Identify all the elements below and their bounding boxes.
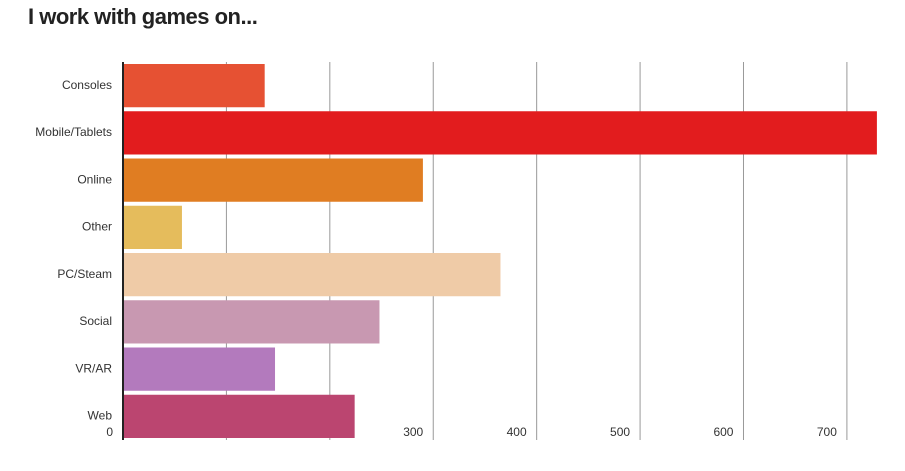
y-tick-label: Mobile/Tablets xyxy=(35,125,112,139)
y-tick-label: PC/Steam xyxy=(57,267,112,281)
y-tick-label: Web xyxy=(88,409,113,423)
bar xyxy=(123,205,182,249)
bar xyxy=(123,394,355,438)
bar xyxy=(123,300,380,344)
y-tick-label: Other xyxy=(82,220,112,234)
bar xyxy=(123,347,276,391)
y-tick-label: VR/AR xyxy=(75,361,112,375)
bar xyxy=(123,158,423,202)
x-tick-label: 600 xyxy=(713,425,733,439)
y-tick-label: Online xyxy=(77,172,112,186)
bar xyxy=(123,64,265,108)
x-tick-label: 500 xyxy=(610,425,630,439)
x-tick-label: 300 xyxy=(403,425,423,439)
x-tick-label: 400 xyxy=(507,425,527,439)
chart-title: I work with games on... xyxy=(28,4,257,29)
y-tick-label: Social xyxy=(79,314,112,328)
bar xyxy=(123,111,877,155)
x-tick-label: 700 xyxy=(817,425,837,439)
bar xyxy=(123,253,501,297)
x-tick-label: 0 xyxy=(106,425,113,439)
y-tick-label: Consoles xyxy=(62,78,112,92)
